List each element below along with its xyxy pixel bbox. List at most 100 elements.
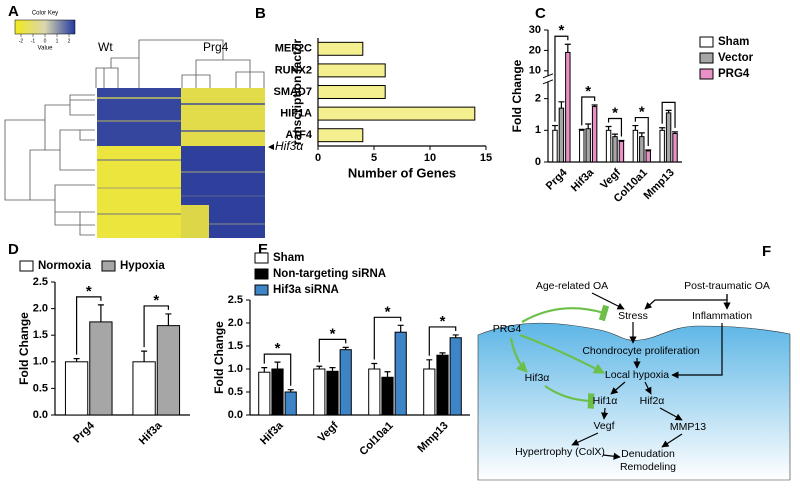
x-tick-label: Hif3a [137,419,165,447]
diagram-node: Hif3α [525,372,550,384]
x-tick-label: Prg4 [544,166,570,192]
diagram-panel: F Age-related OA Post-traumatic OA Stress I… [477,243,791,481]
y-axis-label: Fold Change [17,312,31,385]
heatmap-block [181,88,265,146]
annotation-arrow [268,144,274,150]
significance-bracket [428,326,457,356]
diagram-node: Post-traumatic OA [684,280,770,292]
heatmap-block [181,205,209,238]
bar [639,136,645,163]
significance-bracket [661,101,676,128]
legend-swatch [699,36,714,48]
group-label: Prg4 [203,40,229,54]
diagram-nodes: Age-related OA Post-traumatic OA Stress Inf… [493,280,770,473]
diagram-node: Hypertrophy (ColX) [515,446,605,458]
bar [665,112,672,163]
y-tick-label: 2 [535,93,541,105]
panel-label: D [8,241,19,258]
significance-label: * [330,325,336,342]
error-bar [585,123,592,129]
error-bar [141,350,148,362]
error-bar [638,132,645,137]
x-tick-label: 0 [315,152,321,164]
arrows [509,292,731,460]
bar [672,132,678,163]
bar [284,391,297,416]
x-tick-label: 15 [480,152,492,164]
error-bar [612,133,618,137]
diagram-node: Chondrocyte proliferation [582,345,699,357]
color-key-label: Value [38,46,54,52]
bar [579,129,585,163]
error-bar [261,367,268,373]
y-axis-label: ranscription factor [290,39,304,145]
y-tick-label: 2.5 [228,294,243,306]
bar [436,354,449,416]
bar [394,331,407,416]
diagram-node: Inflammation [692,310,752,322]
panel-label: B [255,5,266,22]
color-key-tick-label: 2 [68,38,71,44]
diagram-node: Age-related OA [536,280,608,292]
significance-label: * [585,83,591,100]
error-bar [591,104,598,107]
significance-label: * [612,104,618,121]
axis-break [542,73,554,79]
bar [132,361,156,416]
error-bar [426,359,433,369]
bar [632,129,639,163]
significance-bracket [581,96,596,126]
legend-label: PRG4 [718,68,750,80]
y-tick-label: RUNX2 [275,64,312,76]
heatmap-block [97,88,181,146]
error-bar [645,149,652,151]
significance-bracket [76,296,102,355]
bar [423,368,436,416]
color-key [14,19,76,35]
bar [449,337,462,416]
significance-bracket [143,305,169,348]
bar [645,150,651,163]
bar [585,128,591,163]
bar [313,368,326,416]
x-tick-label: Vegf [316,419,341,444]
bar [368,368,381,416]
y-tick-label: 2.0 [33,303,48,315]
error-bar [97,304,104,322]
legend-label: Non-targeting siRNA [273,268,386,280]
bar [381,376,394,416]
significance-label: * [639,104,645,121]
error-bar [371,362,378,369]
error-bar [274,361,281,369]
legend-label: Hypoxia [120,260,165,272]
axis-break [542,79,554,85]
error-bar [618,139,625,142]
panel-label: A [8,3,19,20]
error-bar [73,358,80,362]
diagram-node: Hif2α [640,395,665,407]
color-key-title: Color Key [32,11,58,17]
x-tick-label: Prg4 [71,419,97,445]
bar [618,140,625,163]
y-tick-label: HIF1A [280,108,312,120]
color-key-tick-label: 0 [44,38,47,44]
bar [317,41,364,56]
bar [271,368,284,416]
legend-label: Vector [718,52,754,64]
bar [317,63,386,78]
color-key-tick-label: -1 [31,38,36,44]
x-tick-label: Mmp13 [415,420,450,455]
x-tick-label: Hif3a [569,166,597,194]
bar [339,349,352,416]
bar [64,361,89,416]
bar [258,371,271,416]
y-axis-label: Fold Change [510,59,524,132]
error-bar [564,43,571,53]
y-tick-label: 0 [535,156,541,168]
y-tick-label: 2.5 [33,276,48,288]
x-tick-label: Col10a1 [357,420,395,458]
y-tick-label: SMAD7 [273,86,312,98]
color-key-tick-label: 1 [56,38,59,44]
legend-swatch [699,52,714,64]
